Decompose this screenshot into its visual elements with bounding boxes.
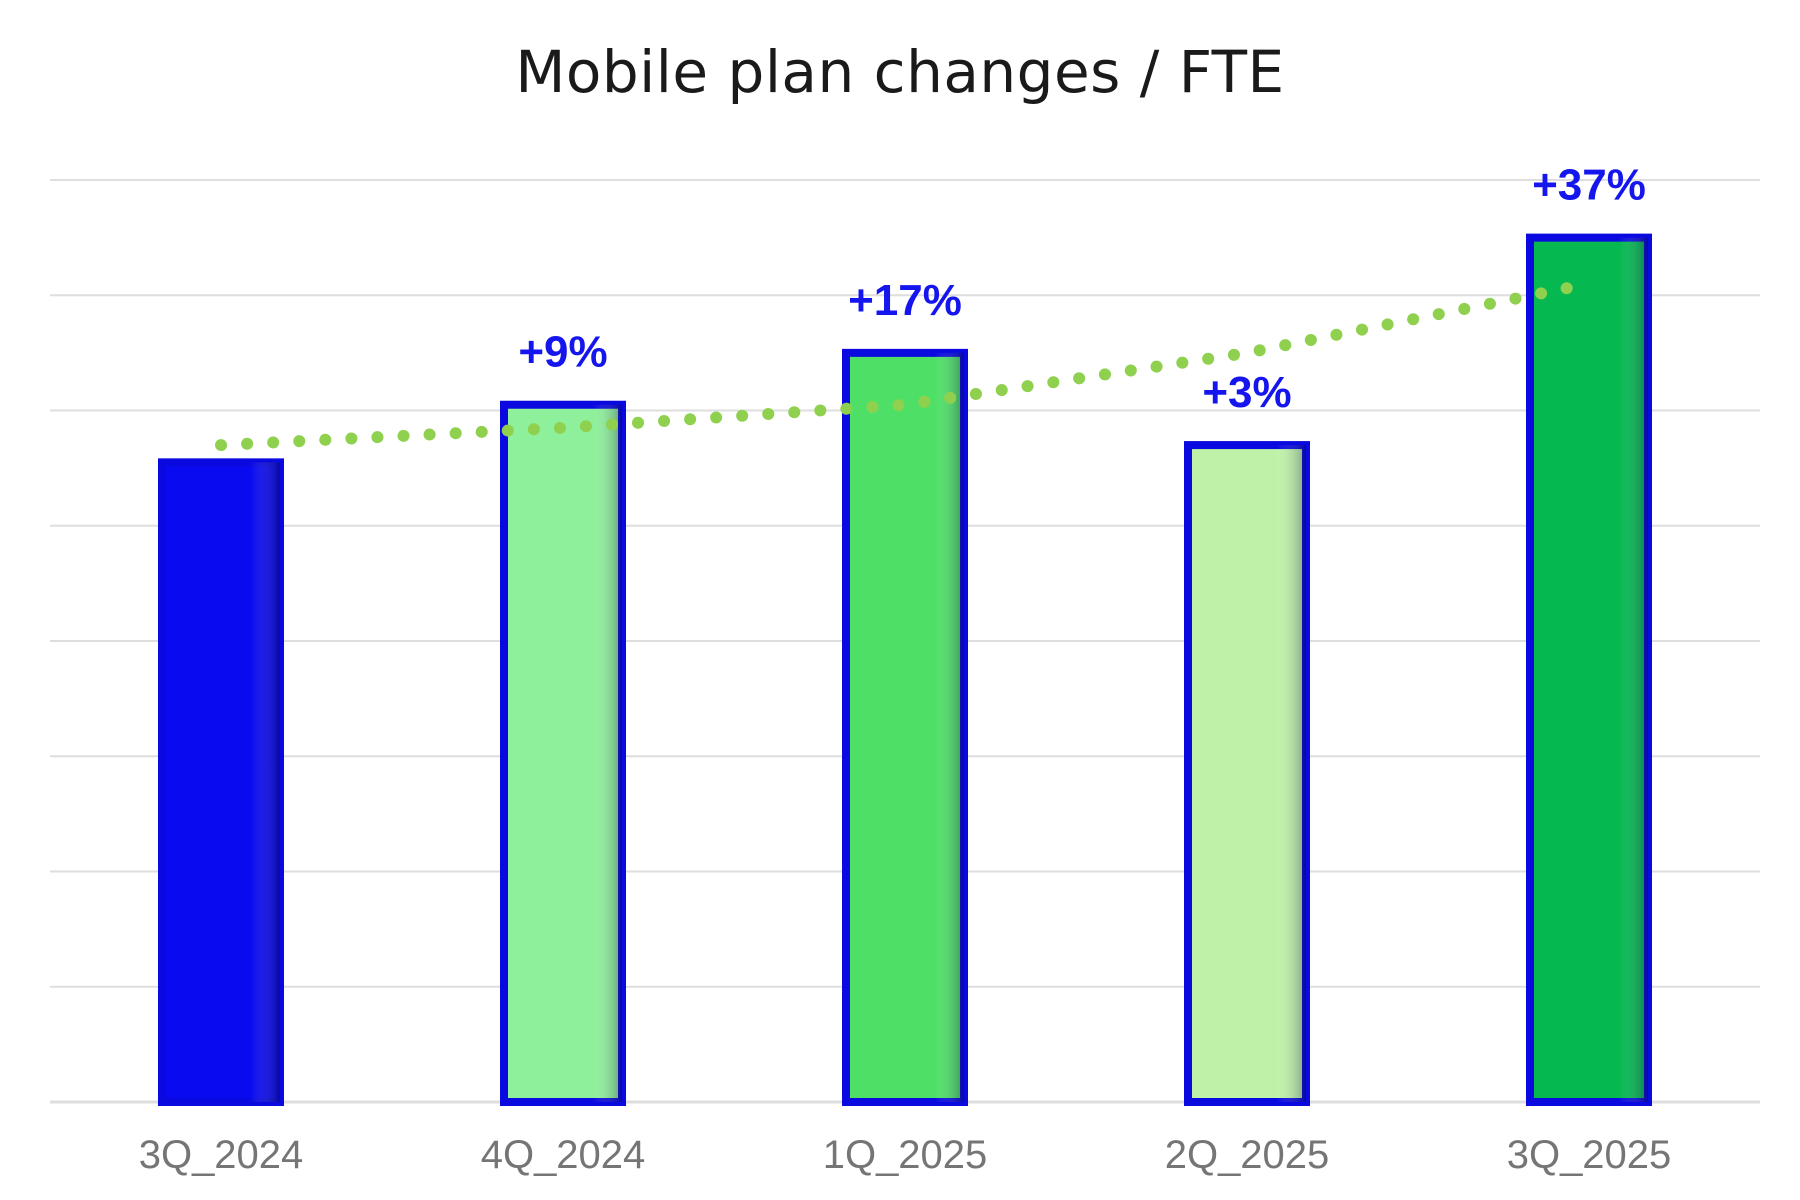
x-tick-label: 4Q_2024 xyxy=(481,1133,646,1177)
data-label: +37% xyxy=(1532,161,1646,210)
bar-shade xyxy=(504,404,622,1102)
bar-shade xyxy=(846,352,964,1102)
data-label: +9% xyxy=(518,328,607,377)
bar-shade xyxy=(162,462,280,1102)
x-tick-label: 3Q_2024 xyxy=(139,1133,304,1177)
x-tick-label: 1Q_2025 xyxy=(823,1133,988,1177)
bar-shade xyxy=(1188,445,1306,1102)
bar-shade xyxy=(1530,237,1648,1102)
data-label: +17% xyxy=(848,276,962,325)
x-tick-label: 3Q_2025 xyxy=(1507,1133,1672,1177)
x-tick-label: 2Q_2025 xyxy=(1165,1133,1330,1177)
chart-title: Mobile plan changes / FTE xyxy=(515,38,1285,106)
trendline xyxy=(215,277,1595,452)
data-label: +3% xyxy=(1202,368,1291,417)
